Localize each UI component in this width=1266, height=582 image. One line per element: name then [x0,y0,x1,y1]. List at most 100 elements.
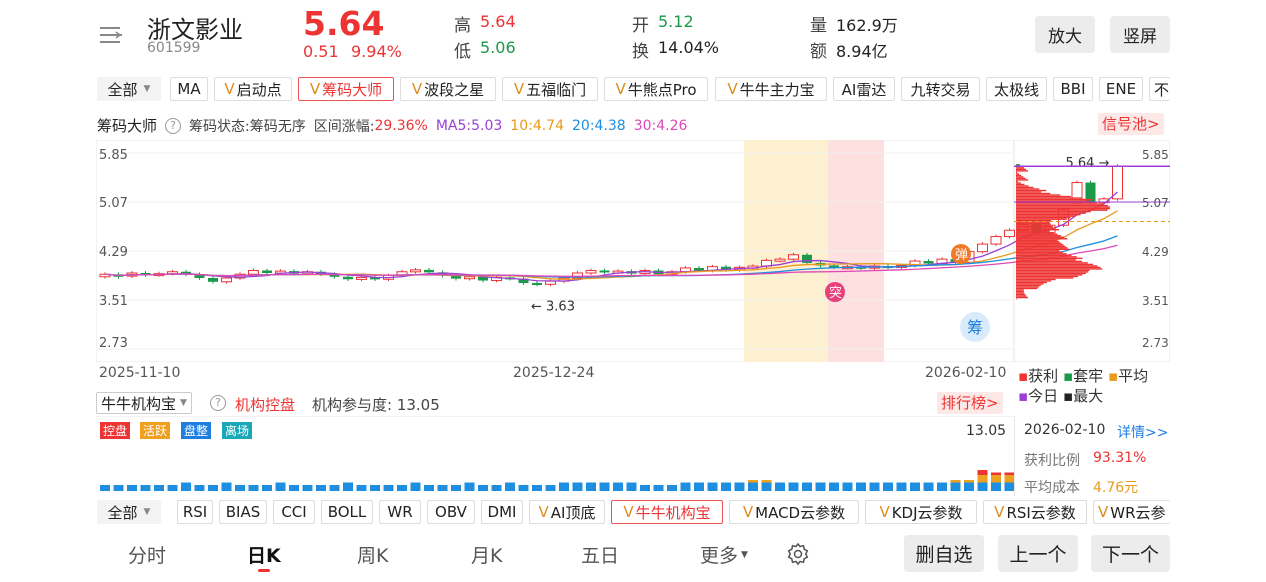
chip-bar [1016,191,1042,193]
indicator-ai-dingdi[interactable]: V AI顶底 [529,500,605,524]
date-label-start: 2025-11-10 [99,365,181,381]
indicator-wr[interactable]: WR [379,500,421,524]
chip-bar [1016,227,1056,229]
volume-bar-blue [640,485,650,491]
indicator-obv[interactable]: OBV [427,500,475,524]
indicator-rsi[interactable]: RSI [177,500,213,524]
tab-fenshi[interactable]: 分时 [128,545,167,567]
indicator-wr-yun[interactable]: V WR云参 [1093,500,1170,524]
indicator-niuniujigoubao[interactable]: V 牛牛机构宝 [611,500,723,524]
candle-down [923,261,934,264]
menu-icon[interactable] [98,24,124,46]
volume-bar-blue [842,482,853,491]
volume-bar-red [991,472,1001,475]
chip-bar [1016,265,1098,267]
chip-bar [1016,248,1070,251]
volume-bar-blue [356,485,367,491]
chip-bar [1016,292,1025,294]
volume-bar-blue [221,482,232,491]
volume-bar-blue [491,485,502,491]
tan-badge [951,244,971,264]
v-icon: V [994,503,1005,521]
indicator-boll[interactable]: BOLL [321,500,373,524]
detail-link[interactable]: 详情>> [1117,425,1169,441]
indicator-label: 牛熊点Pro [627,80,697,99]
price-axis-label: 3.51 [99,294,128,309]
indicator-boduanzhixing[interactable]: V 波段之星 [400,77,496,101]
tab-zhouk[interactable]: 周K [357,545,389,567]
chip-bar [1016,274,1083,276]
open-label: 开 [632,16,649,36]
indicator-ma[interactable]: MA [170,77,208,101]
chip-bar [1016,219,1052,222]
rank-button[interactable]: 排行榜> [937,392,1003,414]
chip-bar [1016,286,1039,288]
sub-indicator-select[interactable]: 牛牛机构宝 ▼ [96,392,192,414]
legend-max: 最大 [1073,387,1104,405]
bottom-all-select[interactable]: 全部 ▼ [97,500,161,524]
candle-down [208,278,218,282]
tab-rik[interactable]: 日K [247,545,281,567]
avg-cost-value: 4.76元 [1093,480,1139,496]
volume-label: 量 [810,16,827,36]
tu-badge [825,282,845,302]
next-stock-button[interactable]: 下一个 [1091,535,1170,572]
chip-bar [1016,176,1024,178]
candle-up [977,243,988,253]
indicator-taijixian[interactable]: 太极线 [986,77,1047,101]
indicator-bias[interactable]: BIAS [219,500,267,524]
candle-up [572,272,583,279]
help-icon[interactable]: ? [210,395,226,411]
volume-bar-blue [343,482,353,491]
indicator-label: MACD云参数 [755,503,846,522]
chip-bar [1016,236,1065,238]
indicator-rsi-yun[interactable]: V RSI云参数 [983,500,1087,524]
signal-pool-button[interactable]: 信号池> [1098,113,1164,135]
legend-today: 今日 [1028,387,1059,405]
indicator-ai-leida[interactable]: AI雷达 [833,77,895,101]
volume-bar-blue [694,482,704,491]
chip-bar [1016,257,1083,260]
chip-bar [1016,224,1051,226]
indicator-niuniuzhulibao[interactable]: V 牛牛主力宝 [715,77,827,101]
indicator-cci[interactable]: CCI [273,500,315,524]
indicator-qidongdian[interactable]: V 启动点 [214,77,292,101]
tab-more[interactable]: 更多 ▼ [700,541,748,568]
indicator-macd-yun[interactable]: V MACD云参数 [729,500,859,524]
candle-down [262,270,272,273]
candle-up [545,280,556,285]
help-icon[interactable]: ? [165,117,182,134]
volume-bar-blue [680,482,691,491]
portrait-button[interactable]: 竖屏 [1110,16,1170,53]
indicator-kdj-yun[interactable]: V KDJ云参数 [865,500,977,524]
tab-yuek[interactable]: 月K [471,545,503,567]
indicator-label: 太极线 [993,80,1039,99]
indicator-label: 五福临门 [526,80,587,99]
chip-bar [1016,280,1052,282]
indicator-wufulinmen[interactable]: V 五福临门 [502,77,598,101]
tab-wuri[interactable]: 五日 [581,545,620,567]
zoom-button[interactable]: 放大 [1035,16,1095,53]
indicator-more[interactable]: 不 [1149,77,1170,101]
indicator-label: WR云参 [1110,503,1166,522]
volume-bar-blue [626,482,637,491]
dropdown-icon: ▼ [180,398,187,408]
chip-bar [1016,189,1047,192]
chip-bar [1016,182,1021,184]
settings-gear-icon[interactable] [786,542,810,566]
prev-stock-button[interactable]: 上一个 [998,535,1078,572]
indicator-choumadashi[interactable]: V 筹码大师 [298,77,394,101]
indicator-all-select[interactable]: 全部 ▼ [97,77,161,101]
indicator-dmi[interactable]: DMI [481,500,523,524]
chip-bar [1016,259,1076,261]
indicator-label: 牛牛机构宝 [635,503,711,522]
indicator-niuxiongdianpro[interactable]: V 牛熊点Pro [604,77,708,101]
indicator-bbi[interactable]: BBI [1053,77,1093,101]
indicator-jiuzhuanjiaoyi[interactable]: 九转交易 [901,77,980,101]
chip-bar [1016,209,1108,211]
remove-watchlist-button[interactable]: 删自选 [904,535,984,572]
indicator-title: 筹码大师 [97,117,158,135]
candlestick-chart[interactable]: 5.85 5.07 4.29 3.51 2.73 5.64 → ← 3.63 突 弹筹 5.85 5… [96,140,1170,362]
indicator-ene[interactable]: ENE [1099,77,1143,101]
indicator-label: BBI [1060,80,1086,98]
